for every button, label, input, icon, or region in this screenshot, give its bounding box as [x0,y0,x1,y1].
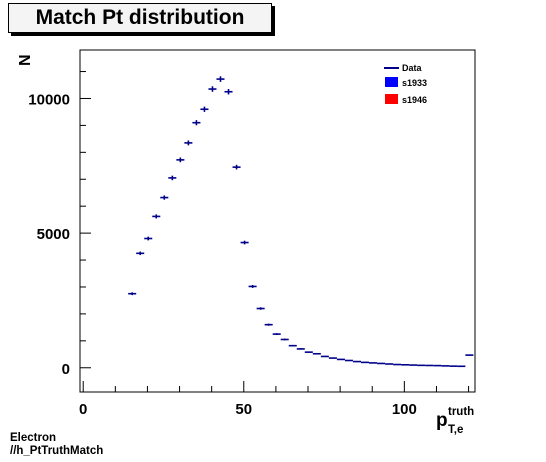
legend-s1946-swatch [385,94,398,104]
x-axis-label-sub: T,e [448,424,463,436]
data-point [344,359,353,362]
data-point [296,348,305,350]
data-point [272,333,281,336]
chart-title-box: Match Pt distribution [8,3,272,33]
data-point [160,195,169,200]
legend-label-s1946: s1946 [402,95,427,105]
data-point [328,357,337,359]
data-point [409,364,418,366]
x-axis-label-sup: truth [448,406,474,418]
data-point [248,284,257,288]
data-point [136,251,145,256]
footer-line-1: Electron [10,432,57,444]
data-point [200,106,209,112]
data-point [232,164,241,170]
chart-title: Match Pt distribution [35,6,245,29]
data-point [336,358,345,361]
data-point [168,175,177,181]
data-point [352,360,361,363]
x-axis-label: p truth T,e [436,406,474,436]
y-tick-label: 0 [62,361,70,378]
data-point [417,364,426,367]
legend: Data s1933 s1946 [384,63,427,105]
data-point [256,307,265,310]
y-tick-label: 10000 [28,91,70,108]
data-point [369,362,378,364]
y-axis-label: N [17,54,34,66]
data-point [288,344,297,347]
data-point [144,236,153,241]
y-tick-label: 5000 [37,226,70,243]
data-point [312,352,321,355]
data-point [377,362,386,365]
data-point [216,76,225,82]
data-point [240,240,249,245]
data-point [465,354,474,356]
tick-labels: 0 50 100 0 5000 10000 [28,91,417,418]
data-point [184,140,193,146]
data-point [393,363,402,366]
data-point [224,89,233,95]
data-point [320,355,329,358]
data-series [128,76,474,368]
x-tick-label: 0 [79,401,87,418]
data-point [128,292,137,296]
legend-label-s1933: s1933 [402,78,427,88]
footer-line-2: //h_PtTruthMatch [10,445,104,457]
x-tick-label: 100 [392,401,417,418]
data-point [152,214,161,219]
axis-ticks [80,71,470,392]
data-point [192,120,201,126]
x-axis-label-main: p [436,410,448,431]
footer-info: Electron //h_PtTruthMatch [10,432,103,458]
data-point [401,364,410,366]
data-point [280,338,289,341]
legend-s1933-swatch [385,77,398,87]
data-point [304,351,313,353]
x-tick-label: 50 [235,401,252,418]
legend-label-data: Data [402,63,423,73]
data-point [176,157,185,163]
data-point [360,361,370,364]
data-point [264,323,273,326]
plot-frame [79,49,476,393]
data-point [385,363,394,365]
data-point [208,86,217,92]
